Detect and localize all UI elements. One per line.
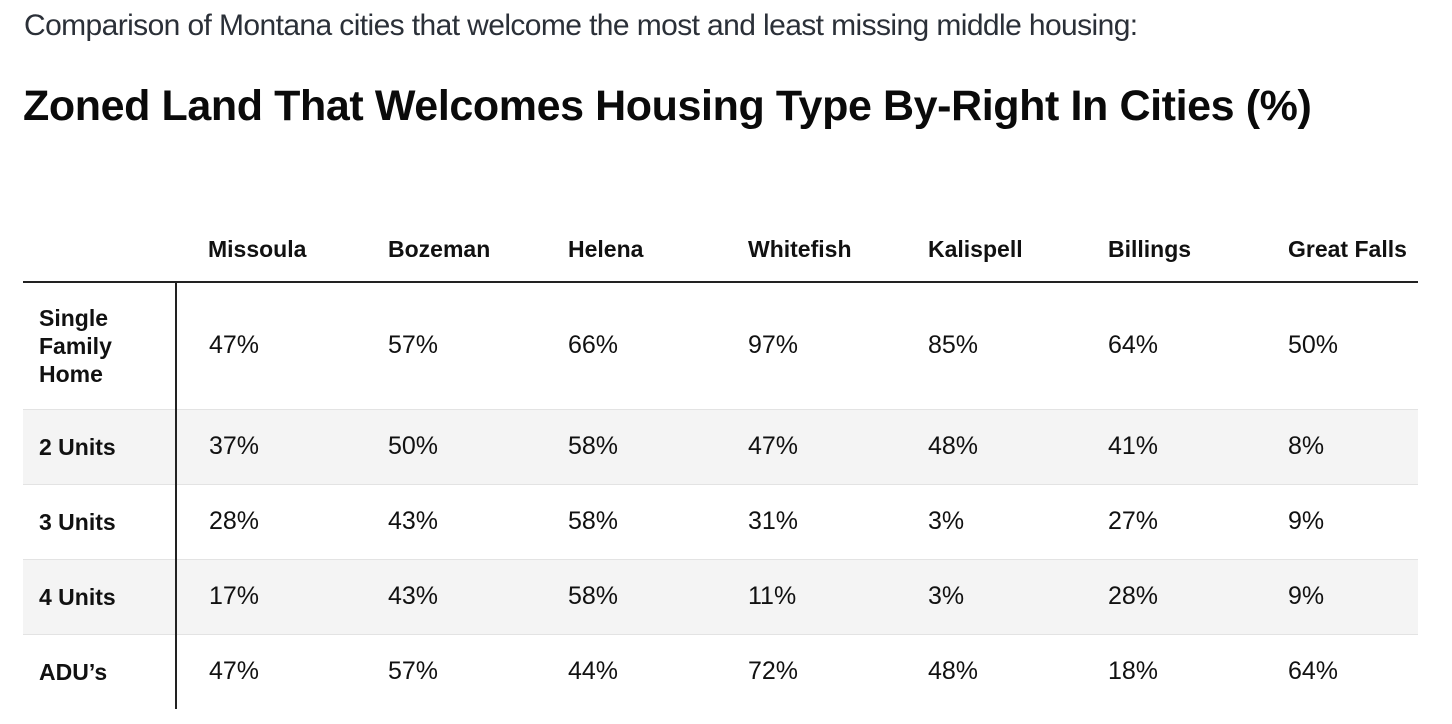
column-header-kalispell: Kalispell xyxy=(896,180,1076,283)
table-row-2-units: 2 Units 37% 50% 58% 47% 48% 41% 8% xyxy=(23,409,1418,484)
row-label-adus: ADU’s xyxy=(23,634,177,709)
table-cell: 85% xyxy=(928,331,979,360)
column-header-bozeman: Bozeman xyxy=(356,180,536,283)
column-header-helena: Helena xyxy=(536,180,716,283)
table-cell: 11% xyxy=(748,582,797,610)
table-cell: 37% xyxy=(209,432,260,460)
table-cell: 57% xyxy=(388,657,439,686)
table-cell: 57% xyxy=(388,331,439,360)
housing-table: Missoula Bozeman Helena Whitefish Kalisp… xyxy=(23,180,1418,709)
table-cell: 43% xyxy=(388,582,439,610)
table-cell: 58% xyxy=(568,582,619,610)
table-row-3-units: 3 Units 28% 43% 58% 31% 3% 27% 9% xyxy=(23,484,1418,559)
row-label-3-units: 3 Units xyxy=(23,484,177,559)
row-label-2-units: 2 Units xyxy=(23,409,177,484)
row-label-4-units: 4 Units xyxy=(23,559,177,634)
table-cell: 48% xyxy=(928,657,979,686)
table-cell: 28% xyxy=(209,507,260,535)
table-cell: 47% xyxy=(209,657,260,686)
table-cell: 3% xyxy=(928,507,965,535)
row-label-single-family-home: Single Family Home xyxy=(23,282,177,409)
table-cell: 64% xyxy=(1108,331,1159,360)
header-row: Missoula Bozeman Helena Whitefish Kalisp… xyxy=(23,180,1418,283)
table-cell: 48% xyxy=(928,432,979,460)
table-cell: 17% xyxy=(209,582,260,610)
table-cell: 64% xyxy=(1288,657,1339,686)
table-cell: 3% xyxy=(928,582,965,610)
table-cell: 43% xyxy=(388,507,439,535)
table-cell: 47% xyxy=(209,331,260,360)
table-cell: 27% xyxy=(1108,507,1159,535)
table-cell: 9% xyxy=(1288,507,1325,535)
table-cell: 66% xyxy=(568,331,619,360)
table-cell: 97% xyxy=(748,331,799,360)
table-cell: 50% xyxy=(388,432,439,460)
table-row-single-family-home: Single Family Home 47% 57% 66% 97% 85% 6… xyxy=(23,282,1418,409)
table-cell: 18% xyxy=(1108,657,1159,686)
column-header-billings: Billings xyxy=(1076,180,1256,283)
corner-cell xyxy=(23,180,176,283)
chart-title: Zoned Land That Welcomes Housing Type By… xyxy=(23,82,1312,130)
intro-text: Comparison of Montana cities that welcom… xyxy=(24,9,1138,42)
table-cell: 41% xyxy=(1108,432,1159,460)
table-cell: 31% xyxy=(748,507,799,535)
table-cell: 50% xyxy=(1288,331,1339,360)
table-cell: 28% xyxy=(1108,582,1159,610)
table-cell: 44% xyxy=(568,657,619,686)
table-cell: 9% xyxy=(1288,582,1325,610)
table-row-4-units: 4 Units 17% 43% 58% 11% 3% 28% 9% xyxy=(23,559,1418,634)
table-cell: 47% xyxy=(748,432,799,460)
column-header-great-falls: Great Falls xyxy=(1256,180,1418,283)
table-cell: 8% xyxy=(1288,432,1325,460)
table-row-adus: ADU’s 47% 57% 44% 72% 48% 18% 64% xyxy=(23,634,1418,709)
table-cell: 58% xyxy=(568,432,619,460)
column-header-whitefish: Whitefish xyxy=(716,180,896,283)
table-cell: 58% xyxy=(568,507,619,535)
table-cell: 72% xyxy=(748,657,799,686)
column-header-missoula: Missoula xyxy=(176,180,356,283)
